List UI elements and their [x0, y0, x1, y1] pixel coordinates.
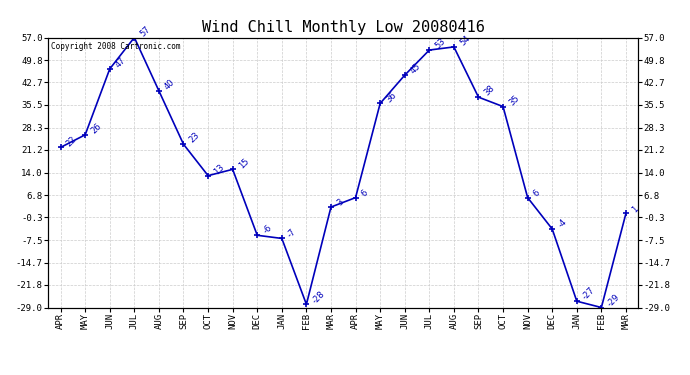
Text: -4: -4 [556, 217, 569, 229]
Text: -29: -29 [606, 292, 622, 308]
Text: 1: 1 [630, 204, 640, 214]
Text: 35: 35 [507, 93, 521, 107]
Text: -28: -28 [310, 289, 326, 305]
Text: 6: 6 [532, 188, 542, 198]
Text: 36: 36 [384, 90, 398, 104]
Text: 15: 15 [237, 156, 250, 170]
Text: Copyright 2008 Cartronic.com: Copyright 2008 Cartronic.com [51, 42, 181, 51]
Text: -27: -27 [581, 286, 597, 302]
Text: 47: 47 [114, 56, 128, 69]
Title: Wind Chill Monthly Low 20080416: Wind Chill Monthly Low 20080416 [202, 20, 484, 35]
Text: 54: 54 [458, 34, 472, 48]
Text: 53: 53 [433, 37, 447, 51]
Text: 40: 40 [163, 78, 177, 92]
Text: 13: 13 [213, 162, 226, 176]
Text: 26: 26 [89, 122, 104, 135]
Text: 38: 38 [482, 84, 497, 98]
Text: 6: 6 [359, 188, 370, 198]
Text: 3: 3 [335, 198, 345, 208]
Text: 23: 23 [188, 131, 201, 145]
Text: -7: -7 [286, 227, 298, 239]
Text: -6: -6 [262, 224, 274, 236]
Text: 45: 45 [409, 62, 423, 76]
Text: 22: 22 [65, 134, 79, 148]
Text: 57: 57 [139, 24, 152, 38]
